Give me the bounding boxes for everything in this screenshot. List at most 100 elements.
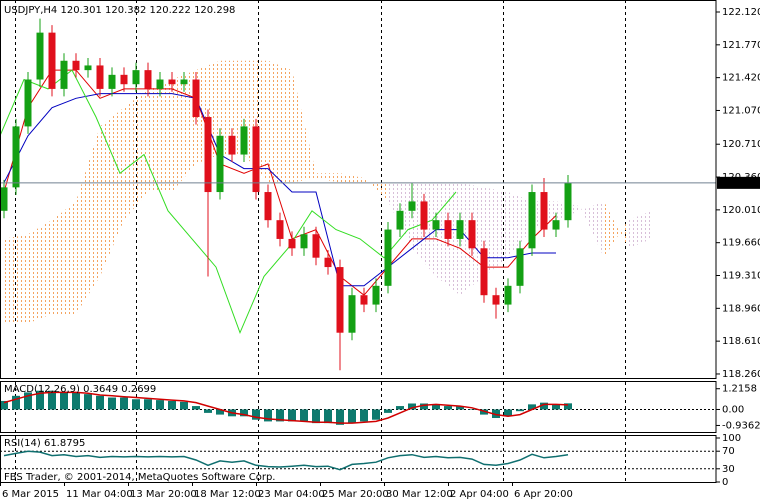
cloud-segment	[172, 70, 196, 193]
candle-body	[408, 201, 416, 211]
macd-bar	[24, 392, 32, 410]
candle-body	[432, 220, 440, 230]
macd-bar	[468, 409, 476, 410]
y-tick-label: 118.960	[722, 303, 760, 314]
cloud-segment	[100, 107, 124, 277]
macd-bar	[180, 401, 188, 410]
macd-bar	[480, 409, 488, 415]
macd-bar	[120, 397, 128, 410]
candle-body	[552, 220, 560, 230]
candle-body	[96, 65, 104, 89]
candle-body	[288, 238, 296, 249]
macd-bar	[516, 409, 524, 412]
cloud-segment	[508, 192, 532, 258]
candle-body	[144, 70, 152, 89]
macd-bar	[168, 400, 176, 410]
candle-body	[120, 74, 128, 85]
macd-bar	[564, 403, 572, 410]
macd-bar	[216, 409, 224, 415]
macd-bar	[84, 394, 92, 410]
macd-bar	[372, 409, 380, 420]
macd-bar	[156, 400, 164, 410]
cloud-segment	[340, 173, 364, 183]
cloud-segment	[364, 177, 388, 202]
y-tick-label: 122.120	[722, 7, 760, 18]
y-tick-label: 100	[722, 433, 741, 444]
macd-bar	[144, 399, 152, 410]
candle-body	[276, 220, 284, 239]
macd-bar	[276, 409, 284, 422]
macd-bar	[12, 395, 20, 410]
candle-body	[252, 126, 260, 193]
candle-body	[516, 248, 524, 286]
candle-body	[180, 79, 188, 85]
cloud-segment	[4, 234, 28, 324]
y-tick-label: 1.2158	[722, 384, 757, 395]
main-title: USDJPY,H4 120.301 120.382 120.222 120.29…	[4, 5, 235, 16]
macd-bar	[348, 409, 356, 424]
candle-body	[240, 126, 248, 155]
x-tick-label: 6 Apr 20:00	[514, 489, 573, 500]
y-tick-label: 121.070	[722, 105, 760, 116]
y-tick-label: -0.9362	[722, 420, 760, 431]
rsi-frame	[0, 435, 717, 483]
x-tick-label: 23 Mar 04:00	[258, 489, 325, 500]
cloud-segment	[268, 60, 292, 183]
candle-body	[396, 210, 404, 230]
cloud-segment	[220, 60, 244, 155]
candle-body	[300, 234, 308, 249]
candle-body	[384, 229, 392, 286]
candle-body	[324, 257, 332, 268]
candle-body	[564, 182, 572, 221]
macd-bar	[252, 409, 260, 420]
macd-bar	[96, 395, 104, 410]
candle-body	[84, 65, 92, 71]
candle-body	[480, 248, 488, 296]
cloud-segment	[628, 210, 652, 249]
candle-body	[108, 74, 116, 89]
y-tick-label: 118.260	[722, 369, 760, 380]
x-tick-label: 13 Mar 20:00	[130, 489, 197, 500]
macd-bar	[444, 406, 452, 410]
macd-title: MACD(12,26,9) 0.3649 0.2699	[4, 384, 156, 395]
x-tick-label: 18 Mar 12:00	[194, 489, 261, 500]
macd-bar	[312, 409, 320, 424]
candle-body	[168, 79, 176, 85]
y-tick-label: 70	[722, 446, 735, 457]
macd-bar	[384, 409, 392, 413]
candle-body	[444, 220, 452, 239]
cloud-segment	[292, 70, 316, 183]
macd-bar	[72, 392, 80, 410]
cloud-segment	[580, 201, 604, 258]
indicator-line	[3, 69, 557, 296]
candle-body	[216, 135, 224, 193]
main-frame	[0, 0, 717, 379]
cloud-segment	[28, 220, 52, 324]
macd-bar	[432, 404, 440, 410]
macd-bar	[300, 409, 308, 422]
rsi-title: RSI(14) 61.8795	[4, 438, 85, 449]
candle-body	[468, 220, 476, 249]
macd-bar	[60, 392, 68, 410]
macd-bar	[240, 409, 248, 417]
macd-bar	[192, 406, 200, 410]
y-tick-label: 120.710	[722, 139, 760, 150]
indicator-line	[0, 69, 457, 335]
candle-body	[528, 192, 536, 249]
cloud-segment	[148, 79, 172, 193]
candle-body	[48, 32, 56, 89]
macd-bar	[108, 397, 116, 410]
macd-bar	[552, 404, 560, 410]
candle-body	[372, 285, 380, 305]
candle-body	[24, 79, 32, 127]
candle-body	[504, 285, 512, 305]
macd-bar	[36, 390, 44, 410]
macd-bar	[504, 409, 512, 417]
candle-body	[60, 60, 68, 89]
macd-bar	[132, 399, 140, 410]
y-tick-label: 0.00	[722, 404, 744, 415]
y-tick-label: 0	[722, 477, 728, 488]
candle-body	[192, 79, 200, 118]
x-tick-label: 2 Apr 04:00	[450, 489, 509, 500]
